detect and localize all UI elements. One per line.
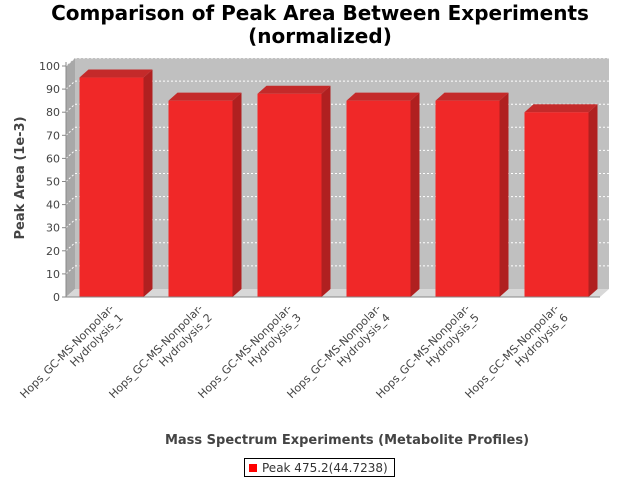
bar-side [232,92,242,298]
bar [524,104,598,297]
y-tick-label: 40 [46,199,60,212]
x-axis-title: Mass Spectrum Experiments (Metabolite Pr… [165,433,529,448]
bar-front [79,77,144,297]
y-tick-label: 0 [53,291,60,304]
bars [79,69,598,298]
legend-label: Peak 475.2(44.7238) [262,460,388,475]
bar [435,92,509,298]
bar-top [257,85,331,94]
bar-top [79,69,153,78]
y-tick-label: 80 [46,106,60,119]
y-axis: 0 10 20 30 40 50 60 70 80 90 100 [39,60,67,304]
bar-front [524,112,589,297]
bar [79,69,153,297]
bar-top [524,104,598,113]
bar-side [410,92,420,298]
bar [257,85,331,297]
bar-front [346,100,411,298]
bar-front [435,100,500,298]
chart-title-line-2: (normalized) [248,24,392,48]
y-tick-label: 60 [46,152,60,165]
chart-title: Comparison of Peak Area Between Experime… [0,2,640,48]
plot-left-wall [66,58,75,297]
y-tick-label: 30 [46,222,60,235]
bar-top [346,92,420,101]
legend-swatch [249,463,257,472]
x-tick-label-line: Hops_GC-MS-Nonpolar- [18,302,117,401]
y-tick-label: 20 [46,245,60,258]
bar-front [168,100,233,298]
bar [346,92,420,298]
grid-lines [65,57,609,275]
bar-side [588,104,598,297]
legend: Peak 475.2(44.7238) [244,458,395,477]
y-tick-label: 50 [46,176,60,189]
y-tick-label: 70 [46,129,60,142]
y-axis-title: Peak Area (1e-3) [13,116,28,239]
bar-front [257,93,322,297]
bar [168,92,242,298]
bar-top [435,92,509,101]
chart-title-line-1: Comparison of Peak Area Between Experime… [51,1,589,25]
bar-side [499,92,509,298]
bar-side [143,69,153,297]
x-axis: Hops_GC-MS-Nonpolar-Hydrolysis_1Hops_GC-… [18,296,600,401]
bar-side [321,85,331,297]
y-tick-label: 100 [39,60,60,73]
bar-top [168,92,242,101]
y-tick-label: 10 [46,268,60,281]
y-tick-label: 90 [46,83,60,96]
